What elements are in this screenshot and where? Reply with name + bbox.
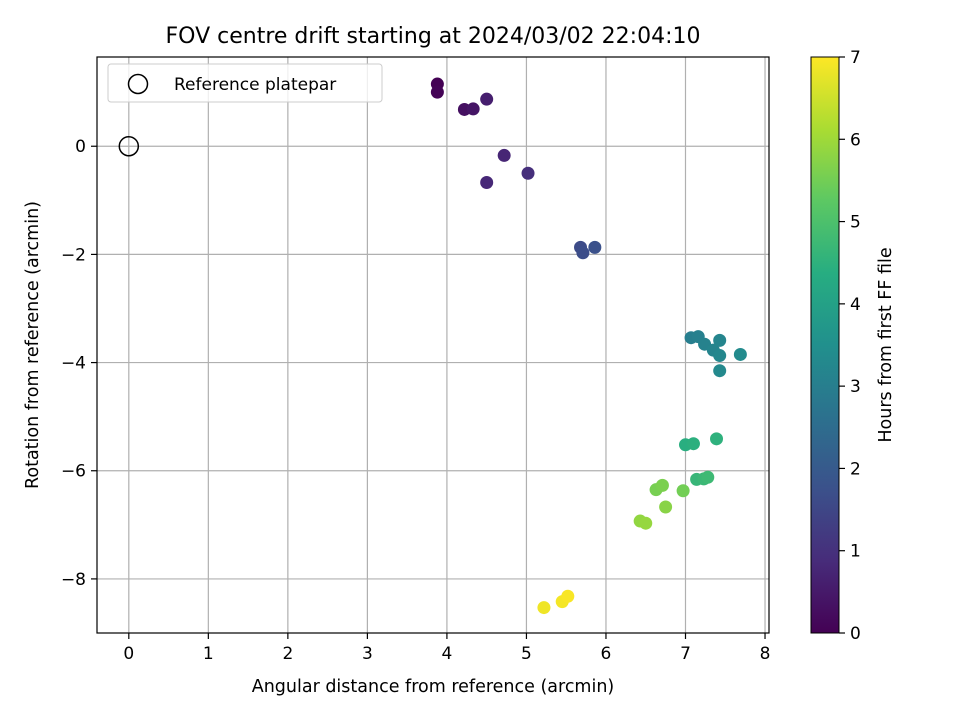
colorbar-tick-label: 0 (850, 624, 861, 644)
scatter-point (713, 364, 727, 378)
scatter-point (639, 516, 653, 530)
y-tick-label: −4 (61, 354, 86, 374)
chart-title: FOV centre drift starting at 2024/03/02 … (166, 24, 701, 49)
x-axis-ticks: 0 1 2 3 4 5 6 7 8 (123, 633, 770, 664)
colorbar-tick-label: 1 (850, 542, 861, 562)
data-points (430, 77, 747, 615)
scatter-point (430, 85, 444, 99)
colorbar-frame (810, 56, 840, 634)
x-tick-label: 0 (123, 644, 134, 664)
x-tick-label: 3 (362, 644, 373, 664)
scatter-point (480, 92, 494, 106)
scatter-point (588, 240, 602, 254)
y-tick-label: 0 (75, 137, 86, 157)
scatter-point (713, 349, 727, 363)
y-tick-label: −2 (61, 245, 86, 265)
legend-marker (127, 73, 149, 95)
y-axis-label: Rotation from reference (arcmin) (23, 201, 43, 489)
scatter-point (710, 432, 724, 446)
y-tick-label: −6 (61, 462, 86, 482)
legend-box (107, 63, 383, 103)
grid-lines (97, 57, 769, 633)
scatter-point (733, 347, 747, 361)
scatter-point (537, 601, 551, 615)
scatter-point (701, 470, 715, 484)
plot-frame (96, 56, 770, 634)
colorbar-label: Hours from first FF file (876, 247, 896, 442)
scatter-point (480, 175, 494, 189)
plot-area (97, 57, 769, 633)
y-axis-ticks: 0 −2 −4 −6 −8 (61, 137, 97, 590)
colorbar-tick-label: 6 (850, 130, 861, 150)
legend-entry: Reference platepar (174, 75, 336, 95)
x-axis-label: Angular distance from reference (arcmin) (252, 677, 615, 697)
x-tick-label: 5 (521, 644, 532, 664)
scatter-point (676, 484, 690, 498)
reference-marker-layer (118, 135, 140, 157)
colorbar-tick-label: 7 (850, 48, 861, 68)
x-tick-label: 2 (282, 644, 293, 664)
colorbar-tick-label: 5 (850, 213, 861, 233)
x-tick-label: 8 (760, 644, 771, 664)
scatter-point (576, 246, 590, 260)
y-tick-label: −8 (61, 570, 86, 590)
scatter-point (686, 437, 700, 451)
x-tick-label: 4 (442, 644, 453, 664)
colorbar: 0 1 2 3 4 5 6 7 Hours from first FF file (810, 48, 896, 644)
scatter-point (521, 166, 535, 180)
x-tick-label: 1 (203, 644, 214, 664)
colorbar-tick-label: 4 (850, 295, 861, 315)
colorbar-ticks: 0 1 2 3 4 5 6 7 (839, 48, 861, 644)
x-tick-label: 6 (601, 644, 612, 664)
scatter-point (655, 478, 669, 492)
legend: Reference platepar (107, 63, 383, 103)
colorbar-tick-label: 3 (850, 377, 861, 397)
reference-platepar-marker (118, 135, 140, 157)
scatter-point (466, 102, 480, 116)
scatter-point (497, 148, 511, 162)
scatter-point (659, 500, 673, 514)
x-tick-label: 7 (680, 644, 691, 664)
scatter-point (713, 333, 727, 347)
colorbar-gradient (811, 57, 839, 633)
scatter-point (561, 589, 575, 603)
colorbar-tick-label: 2 (850, 459, 861, 479)
